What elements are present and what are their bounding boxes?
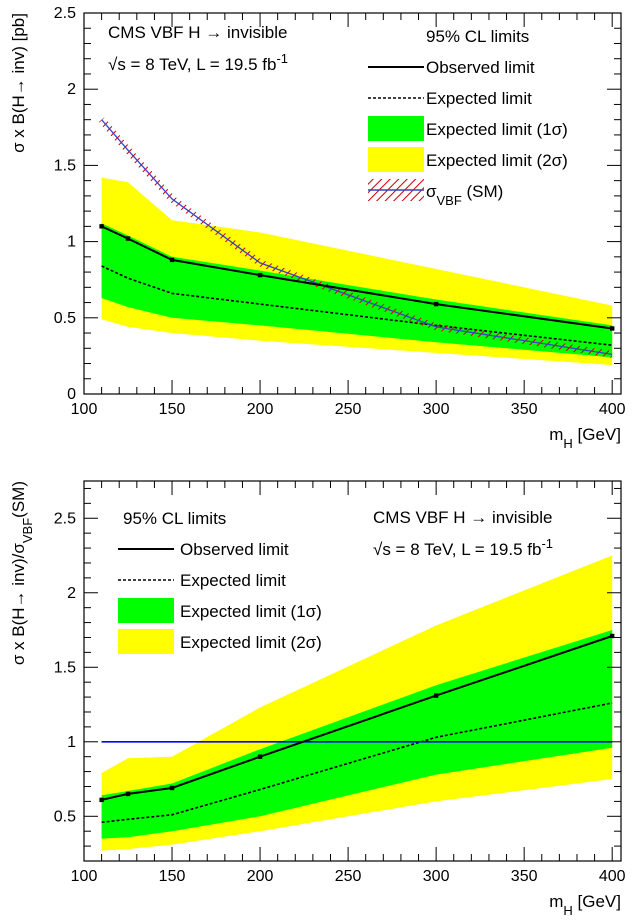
observed-point: [99, 797, 104, 803]
y-tick-label: 1.5: [54, 659, 76, 676]
observed-point: [169, 257, 175, 263]
legend-symbol-band1: [368, 116, 424, 141]
legend-symbol-band2: [118, 629, 174, 654]
x-tick-label: 250: [335, 401, 362, 418]
x-tick-label: 400: [599, 401, 626, 418]
y-tick-label: 1: [67, 734, 76, 751]
x-tick-label: 300: [423, 868, 450, 885]
y-tick-label: 0.5: [54, 808, 76, 825]
energy-lumi-label: √s = 8 TeV, L = 19.5 fb-1: [108, 51, 288, 75]
observed-point: [99, 224, 104, 229]
legend-label: Expected limit (1σ): [180, 602, 322, 621]
cms-label: CMS VBF H → invisible: [373, 508, 552, 527]
ratio-limit-chart: 100 150 200 250 300 350 400 0.5 1 1.5 2 2.5 mH [GeV]…: [9, 480, 626, 918]
x-tick-label: 350: [511, 401, 538, 418]
observed-point: [257, 272, 263, 278]
legend-symbol-band2: [368, 147, 424, 172]
observed-point: [609, 326, 615, 331]
y-tick-label: 2: [67, 585, 76, 602]
observed-point: [433, 693, 439, 698]
y-tick-label: 2.5: [54, 510, 76, 527]
x-tick-label: 200: [247, 868, 274, 885]
observed-point: [125, 236, 131, 241]
band-1sigma: [101, 630, 613, 839]
legend-label: Observed limit: [426, 58, 535, 77]
plot-frame: [83, 12, 622, 395]
y-axis-label: σ x B(H→ inv)/σVBF(SM): [9, 481, 35, 665]
legend-title: 95% CL limits: [123, 509, 226, 528]
observed-limit-line: [101, 635, 613, 801]
x-tick-label: 100: [71, 868, 98, 885]
x-tick-label: 300: [423, 401, 450, 418]
legend-label: Expected limit: [426, 89, 532, 108]
legend-label: Expected limit: [180, 571, 286, 590]
x-tick-label: 150: [159, 401, 186, 418]
legend-label: Expected limit (2σ): [426, 151, 568, 170]
x-tick-label: 250: [335, 868, 362, 885]
energy-lumi-label: √s = 8 TeV, L = 19.5 fb-1: [373, 536, 553, 560]
observed-point: [433, 301, 439, 307]
plot-frame: [83, 480, 622, 862]
x-tick-label: 350: [511, 868, 538, 885]
y-tick-label: 0.5: [54, 310, 76, 327]
x-tick-label: 100: [71, 401, 98, 418]
y-tick-label: 2.5: [54, 5, 76, 22]
observed-point: [609, 633, 615, 639]
x-tick-label: 400: [599, 868, 626, 885]
upper-limit-chart: 100 150 200 250 300 350 400 0 0.5 1 1.5 2 2.5 mH [GeV…: [9, 5, 626, 451]
theory-line: [101, 119, 613, 356]
legend-label: Expected limit (2σ): [180, 633, 322, 652]
y-tick-label: 2: [67, 81, 76, 98]
observed-limit-line: [101, 225, 613, 330]
x-tick-label: 150: [159, 868, 186, 885]
x-axis-label: mH [GeV]: [549, 892, 621, 918]
y-tick-label: 1: [67, 234, 76, 251]
x-tick-label: 200: [247, 401, 274, 418]
legend-title: 95% CL limits: [426, 27, 529, 46]
cms-label: CMS VBF H → invisible: [108, 23, 287, 42]
expected-limit-line: [101, 702, 613, 824]
observed-point: [169, 785, 175, 791]
y-tick-label: 0: [67, 386, 76, 403]
y-axis-label: σ x B(H→ inv) [pb]: [9, 13, 28, 153]
observed-point: [125, 791, 131, 797]
legend-symbol-band1: [118, 598, 174, 623]
x-axis-label: mH [GeV]: [549, 425, 621, 451]
legend-label: Expected limit (1σ): [426, 120, 568, 139]
y-tick-label: 1.5: [54, 157, 76, 174]
legend-label: σVBF (SM): [426, 182, 503, 208]
legend-label: Observed limit: [180, 540, 289, 559]
observed-point: [257, 754, 263, 759]
